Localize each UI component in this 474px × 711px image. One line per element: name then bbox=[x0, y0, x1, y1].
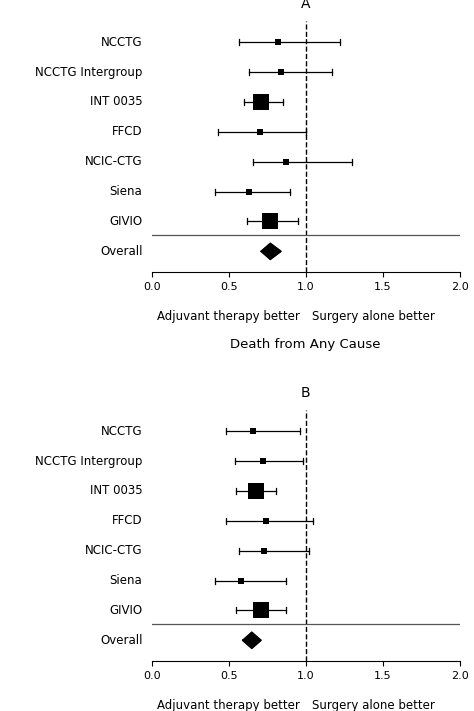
Point bbox=[277, 66, 285, 77]
Point bbox=[253, 486, 260, 497]
Text: FFCD: FFCD bbox=[112, 514, 142, 528]
Text: A: A bbox=[301, 0, 310, 11]
Text: Surgery alone better: Surgery alone better bbox=[312, 699, 435, 711]
Text: NCCTG: NCCTG bbox=[101, 424, 142, 438]
Text: NCCTG Intergroup: NCCTG Intergroup bbox=[35, 454, 142, 468]
Text: Siena: Siena bbox=[109, 185, 142, 198]
Point bbox=[257, 96, 265, 107]
Point bbox=[260, 545, 268, 557]
Text: FFCD: FFCD bbox=[112, 125, 142, 139]
Text: NCIC-CTG: NCIC-CTG bbox=[85, 155, 142, 169]
Text: Siena: Siena bbox=[109, 574, 142, 587]
Text: Surgery alone better: Surgery alone better bbox=[312, 310, 435, 323]
Text: Adjuvant therapy better: Adjuvant therapy better bbox=[157, 699, 300, 711]
Polygon shape bbox=[261, 243, 281, 260]
Text: NCIC-CTG: NCIC-CTG bbox=[85, 544, 142, 557]
Point bbox=[237, 575, 245, 587]
Point bbox=[282, 156, 290, 167]
Point bbox=[257, 605, 265, 616]
Text: B: B bbox=[301, 386, 310, 400]
Text: Death from Any Cause: Death from Any Cause bbox=[230, 338, 381, 351]
Point bbox=[266, 216, 274, 228]
Text: NCCTG: NCCTG bbox=[101, 36, 142, 49]
Point bbox=[255, 126, 263, 137]
Text: Overall: Overall bbox=[100, 245, 142, 258]
Text: NCCTG Intergroup: NCCTG Intergroup bbox=[35, 65, 142, 79]
Point bbox=[245, 186, 253, 197]
Polygon shape bbox=[243, 632, 261, 648]
Point bbox=[259, 455, 266, 466]
Text: INT 0035: INT 0035 bbox=[90, 95, 142, 109]
Text: INT 0035: INT 0035 bbox=[90, 484, 142, 498]
Text: Adjuvant therapy better: Adjuvant therapy better bbox=[157, 310, 300, 323]
Text: GIVIO: GIVIO bbox=[109, 215, 142, 228]
Text: GIVIO: GIVIO bbox=[109, 604, 142, 617]
Point bbox=[262, 515, 269, 527]
Text: Overall: Overall bbox=[100, 634, 142, 647]
Point bbox=[274, 36, 282, 48]
Point bbox=[249, 425, 257, 437]
